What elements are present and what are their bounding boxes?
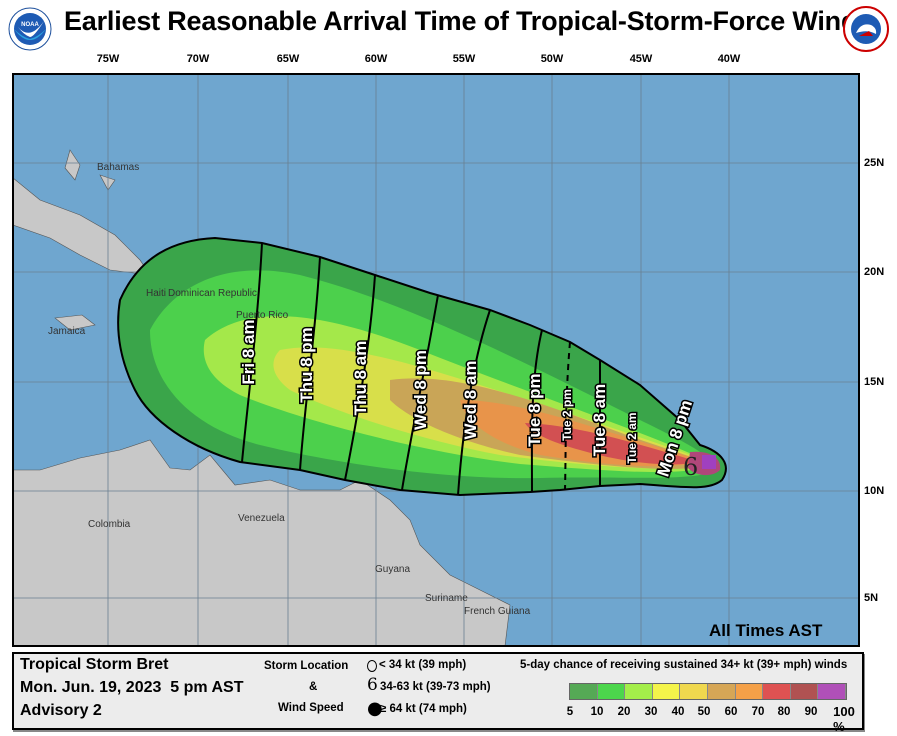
colorbar-tick: 50 bbox=[697, 706, 711, 718]
colorbar-tick: 80 bbox=[777, 706, 791, 718]
label-guyana: Guyana bbox=[375, 564, 410, 575]
noaa-logo: NOAA bbox=[8, 7, 52, 51]
arrival-label: Wed 8 am bbox=[461, 360, 480, 439]
arrival-label: Fri 8 am bbox=[239, 319, 258, 384]
lat-label: 15N bbox=[864, 376, 885, 388]
colorbar-tick: 100 % bbox=[833, 704, 855, 734]
lon-label: 50W bbox=[540, 53, 564, 65]
colorbar-swatch bbox=[652, 684, 681, 699]
label-dominican-republic: Dominican Republic bbox=[168, 288, 257, 299]
lon-label: 40W bbox=[717, 53, 741, 65]
lat-label: 20N bbox=[864, 266, 885, 278]
hurricane-icon: ● bbox=[367, 698, 383, 719]
legend-panel: Tropical Storm Bret Mon. Jun. 19, 2023 5… bbox=[12, 652, 864, 734]
arrival-label: Thu 8 pm bbox=[297, 327, 316, 403]
colorbar-swatch bbox=[625, 684, 653, 699]
colorbar-tick: 40 bbox=[671, 706, 685, 718]
arrival-label: Tue 2 am bbox=[625, 412, 639, 463]
page-title: Earliest Reasonable Arrival Time of Trop… bbox=[64, 6, 873, 36]
colorbar-tick: 30 bbox=[644, 706, 658, 718]
lon-label: 65W bbox=[276, 53, 300, 65]
arrival-label: Thu 8 am bbox=[351, 341, 370, 416]
colorbar-swatch bbox=[597, 684, 626, 699]
lat-label: 10N bbox=[864, 485, 885, 497]
colorbar-tick: 60 bbox=[724, 706, 738, 718]
symbol-label: 34-63 kt (39-73 mph) bbox=[380, 681, 491, 693]
advisory-number: Advisory 2 bbox=[20, 702, 102, 719]
lon-label: 55W bbox=[452, 53, 476, 65]
ampersand: & bbox=[309, 681, 318, 693]
storm-location-label: Storm Location bbox=[264, 660, 349, 672]
symbol-label: < 34 kt (39 mph) bbox=[379, 659, 467, 671]
label-venezuela: Venezuela bbox=[238, 513, 285, 524]
probability-swath bbox=[117, 236, 727, 497]
colorbar-swatch bbox=[735, 684, 764, 699]
wind-speed-label: Wind Speed bbox=[278, 702, 344, 714]
colorbar-tick: 5 bbox=[566, 706, 574, 718]
label-haiti: Haiti bbox=[146, 288, 166, 299]
colorbar-tick: 20 bbox=[617, 706, 631, 718]
arrival-label: Tue 8 am bbox=[590, 384, 609, 456]
colorbar bbox=[569, 683, 847, 700]
arrival-label: Tue 2 pm bbox=[560, 389, 574, 441]
colorbar-swatch bbox=[680, 684, 708, 699]
lon-label: 45W bbox=[629, 53, 653, 65]
arrival-label: Wed 8 pm bbox=[411, 350, 430, 430]
lon-label: 75W bbox=[96, 53, 120, 65]
lat-label: 5N bbox=[864, 592, 879, 604]
label-bahamas: Bahamas bbox=[97, 162, 139, 173]
colorbar-tick: 70 bbox=[751, 706, 765, 718]
lon-label: 60W bbox=[364, 53, 388, 65]
colorbar-title: 5-day chance of receiving sustained 34+ … bbox=[520, 659, 848, 671]
map-frame bbox=[12, 73, 860, 647]
label-french-guiana: French Guiana bbox=[464, 606, 531, 617]
label-suriname: Suriname bbox=[425, 593, 468, 604]
label-jamaica: Jamaica bbox=[48, 326, 86, 337]
colorbar-swatch bbox=[707, 684, 736, 699]
colorbar-swatch bbox=[763, 684, 791, 699]
colorbar-swatch bbox=[818, 684, 846, 699]
tropical-storm-icon: 6 bbox=[367, 675, 378, 695]
lon-label: 70W bbox=[186, 53, 210, 65]
nws-logo bbox=[843, 6, 889, 52]
place-labels: Bahamas Jamaica Haiti Dominican Republic… bbox=[48, 162, 531, 617]
issued-time: Mon. Jun. 19, 2023 5 pm AST bbox=[20, 679, 244, 696]
map: Bahamas Jamaica Haiti Dominican Republic… bbox=[12, 73, 860, 647]
colorbar-swatch bbox=[570, 684, 598, 699]
storm-name: Tropical Storm Bret bbox=[20, 656, 169, 673]
isochrone-lines bbox=[241, 242, 602, 496]
label-puerto-rico: Puerto Rico bbox=[236, 310, 289, 321]
colorbar-tick: 10 bbox=[590, 706, 604, 718]
colorbar-swatch bbox=[790, 684, 819, 699]
all-times-note: All Times AST bbox=[709, 621, 823, 640]
symbol-label: ≥ 64 kt (74 mph) bbox=[380, 703, 467, 715]
tropical-storm-icon: 6 bbox=[683, 453, 698, 481]
arrival-label: Tue 8 pm bbox=[525, 373, 544, 446]
svg-text:NOAA: NOAA bbox=[21, 22, 39, 28]
label-colombia: Colombia bbox=[88, 519, 131, 530]
colorbar-tick: 90 bbox=[804, 706, 818, 718]
lat-label: 25N bbox=[864, 157, 885, 169]
open-circle-icon bbox=[367, 660, 377, 672]
